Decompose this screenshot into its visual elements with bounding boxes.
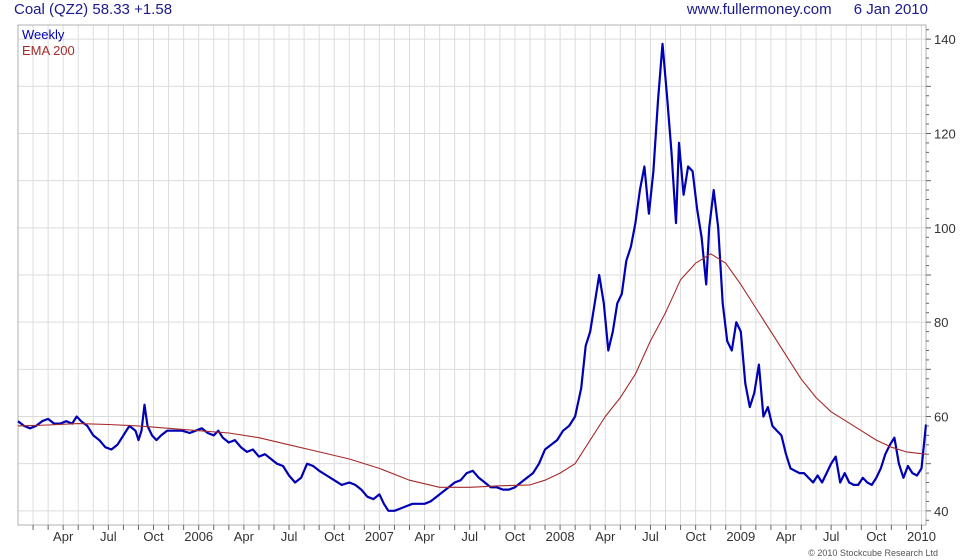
x-tick-label: Jul <box>100 529 117 544</box>
x-tick-label: Apr <box>595 529 616 544</box>
gridlines <box>18 25 926 525</box>
x-tick-label: Oct <box>143 529 164 544</box>
x-tick-label: Apr <box>234 529 255 544</box>
y-tick-label: 40 <box>934 504 948 519</box>
chart-date: 6 Jan 2010 <box>853 1 928 18</box>
x-tick-label: Jul <box>281 529 298 544</box>
y-tick-label: 140 <box>934 32 956 47</box>
legend-ema-200: EMA 200 <box>22 43 75 58</box>
series-ema-200-line <box>17 253 927 488</box>
x-tick-label: 2007 <box>365 529 394 544</box>
x-tick-label: Jul <box>461 529 478 544</box>
source-site: www.fullermoney.com <box>686 1 832 18</box>
x-tick-label: 2008 <box>546 529 575 544</box>
x-tick-label: Jul <box>823 529 840 544</box>
x-tick-label: Apr <box>776 529 797 544</box>
legend: Weekly EMA 200 <box>22 27 75 59</box>
x-tick-label: Apr <box>414 529 435 544</box>
x-axis: Apr Jul Oct 2006 Apr Jul Oct 2007 Apr Jul Oct 2008 A… <box>32 525 936 544</box>
source-header: www.fullermoney.com 6 Jan 2010 <box>669 1 928 18</box>
y-axis: 40 60 80 100 120 140 <box>926 29 956 521</box>
x-tick-label: Jul <box>642 529 659 544</box>
y-tick-label: 80 <box>934 315 948 330</box>
y-tick-label: 120 <box>934 126 956 141</box>
copyright-notice: © 2010 Stockcube Research Ltd <box>808 548 938 558</box>
x-tick-label: 2009 <box>726 529 755 544</box>
y-tick-label: 100 <box>934 221 956 236</box>
price-change: +1.58 <box>134 1 173 18</box>
last-price: 58.33 <box>92 1 130 18</box>
x-tick-label: 2006 <box>184 529 213 544</box>
x-tick-label: Oct <box>324 529 345 544</box>
x-tick-label: Oct <box>505 529 526 544</box>
x-tick-label: Oct <box>685 529 706 544</box>
instrument-name: Coal (QZ2) <box>14 1 89 18</box>
series-weekly-line <box>17 42 928 512</box>
y-tick-label: 60 <box>934 410 948 425</box>
instrument-header: Coal (QZ2) 58.33 +1.58 <box>14 1 172 18</box>
x-tick-label: Apr <box>53 529 74 544</box>
x-tick-label: Oct <box>866 529 887 544</box>
legend-weekly: Weekly <box>22 27 65 42</box>
x-tick-label: 2010 <box>907 529 936 544</box>
series-lines <box>17 42 928 512</box>
